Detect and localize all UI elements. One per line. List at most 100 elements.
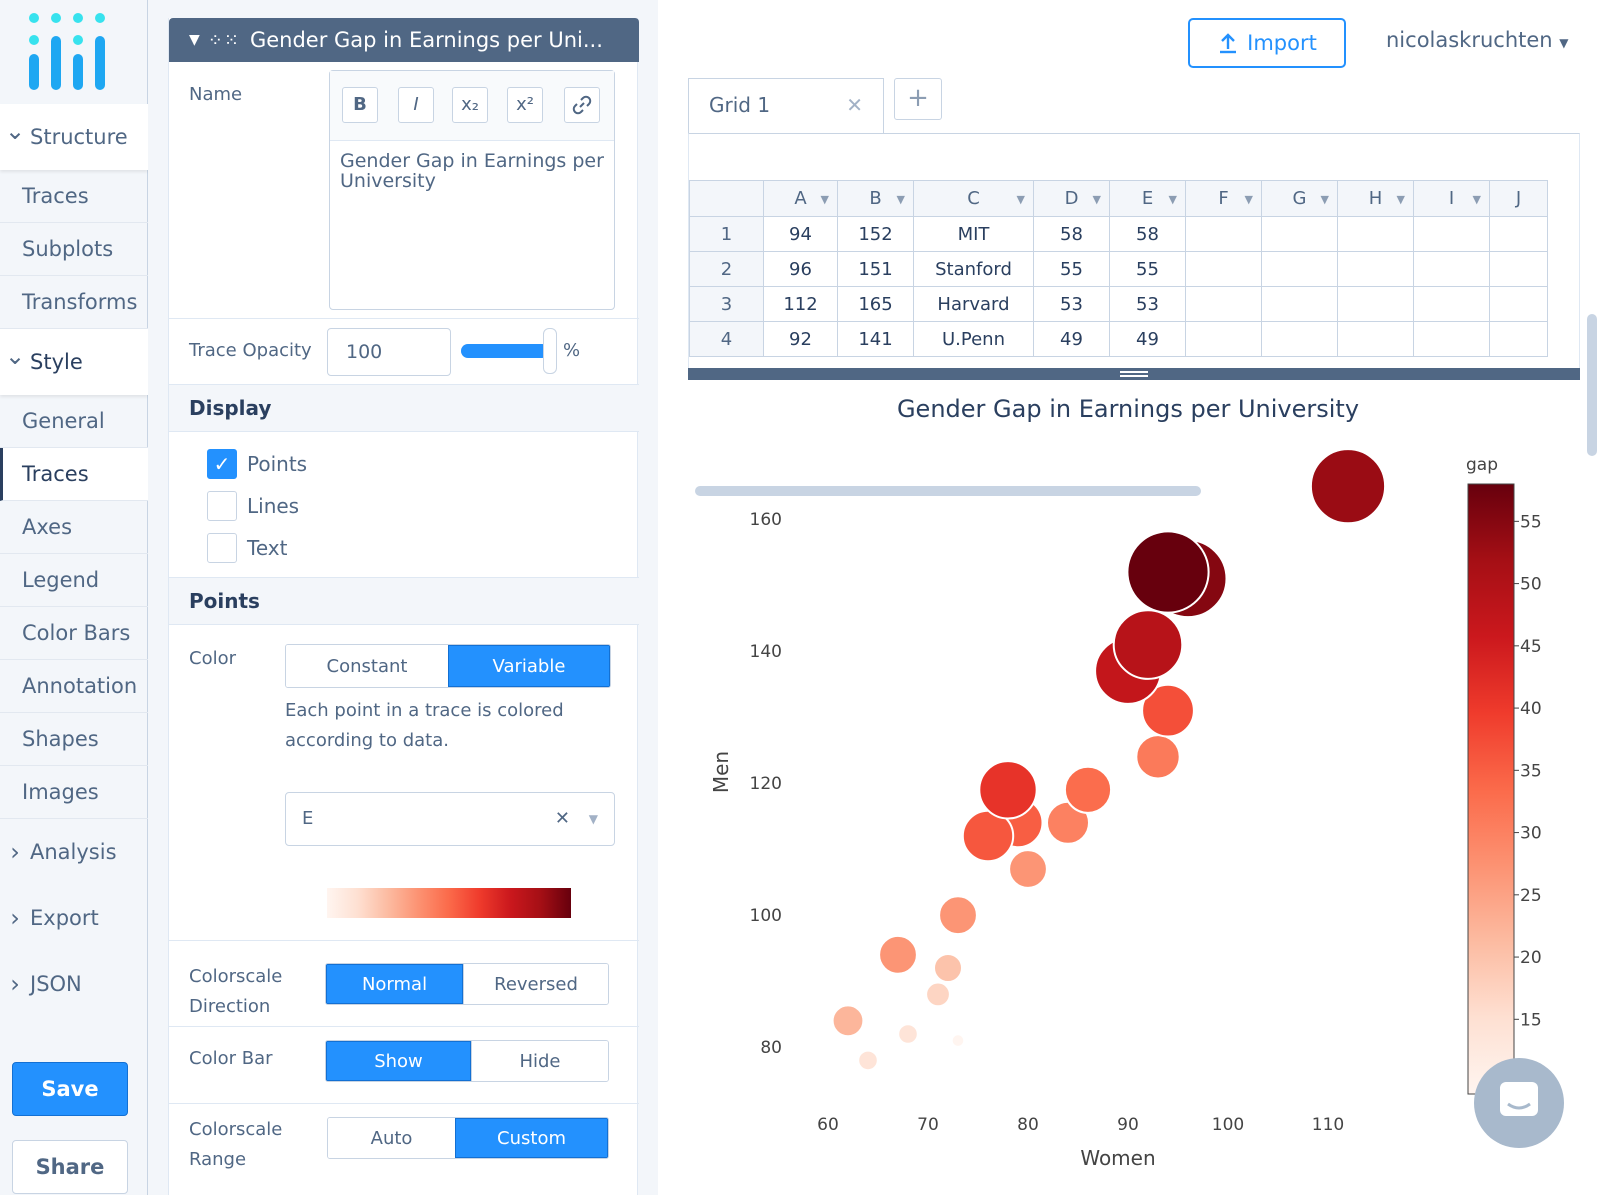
caret-down-icon[interactable]: ▼ <box>820 193 829 206</box>
grid-cell[interactable] <box>1185 286 1262 322</box>
grid-cell[interactable]: 141 <box>837 321 914 357</box>
trace-accordion-header[interactable]: ▼ ⁘⁙ Gender Gap in Earnings per Uni... <box>169 18 639 62</box>
column-header-a[interactable]: A ▼ <box>763 180 838 217</box>
grid-cell[interactable]: 53 <box>1033 286 1110 322</box>
opacity-input[interactable]: 100 <box>327 328 451 376</box>
grid-vertical-scrollbar[interactable] <box>1587 314 1597 456</box>
auto-option[interactable]: Auto <box>328 1118 456 1158</box>
grid-cell[interactable]: 55 <box>1109 251 1186 287</box>
caret-down-icon[interactable]: ▼ <box>896 193 905 206</box>
grid-cell[interactable]: 58 <box>1033 216 1110 252</box>
sidebar-item-subplots[interactable]: Subplots <box>0 223 148 276</box>
grid-cell[interactable]: Harvard <box>913 286 1034 322</box>
column-header-j[interactable]: J <box>1489 180 1548 217</box>
grid-cell[interactable]: Stanford <box>913 251 1034 287</box>
column-header-e[interactable]: E ▼ <box>1109 180 1186 217</box>
sidebar-item-traces[interactable]: Traces <box>0 448 148 501</box>
row-number[interactable]: 2 <box>689 251 764 287</box>
custom-option[interactable]: Custom <box>455 1118 608 1158</box>
text-label[interactable]: Text <box>247 536 288 560</box>
grid-cell[interactable] <box>1413 321 1490 357</box>
grid-cell[interactable]: MIT <box>913 216 1034 252</box>
caret-down-icon[interactable]: ▼ <box>1168 193 1177 206</box>
nav-group-style[interactable]: ⌄ Style <box>0 329 148 395</box>
link-button[interactable] <box>564 87 600 123</box>
sidebar-item-images[interactable]: Images <box>0 766 148 819</box>
nav-group-json[interactable]: › JSON <box>0 951 148 1017</box>
italic-button[interactable]: I <box>398 87 434 123</box>
add-grid-button[interactable]: + <box>894 78 942 120</box>
variable-option[interactable]: Variable <box>448 645 610 687</box>
user-menu[interactable]: nicolaskruchten ▼ <box>1386 28 1569 52</box>
grid-cell[interactable]: 151 <box>837 251 914 287</box>
grid-cell[interactable]: 94 <box>763 216 838 252</box>
grid-cell[interactable]: 152 <box>837 216 914 252</box>
grid-cell[interactable]: 55 <box>1033 251 1110 287</box>
name-text[interactable]: Gender Gap in Earnings per University <box>340 150 604 192</box>
text-checkbox[interactable] <box>207 533 237 563</box>
sidebar-item-legend[interactable]: Legend <box>0 554 148 607</box>
grid-cell[interactable] <box>1413 286 1490 322</box>
caret-down-icon[interactable]: ▼ <box>1092 193 1101 206</box>
colorscale-preview[interactable] <box>327 888 571 918</box>
nav-group-analysis[interactable]: › Analysis <box>0 819 148 885</box>
grid-cell[interactable]: 96 <box>763 251 838 287</box>
points-label[interactable]: Points <box>247 452 308 476</box>
grid-cell[interactable] <box>1489 286 1548 322</box>
grid-cell[interactable]: 58 <box>1109 216 1186 252</box>
points-section-title[interactable]: Points <box>169 577 639 625</box>
caret-down-icon[interactable]: ▼ <box>588 812 598 826</box>
grid-cell[interactable]: U.Penn <box>913 321 1034 357</box>
grid-cell[interactable] <box>1489 251 1548 287</box>
grid-cell[interactable] <box>1337 251 1414 287</box>
sidebar-item-shapes[interactable]: Shapes <box>0 713 148 766</box>
chat-launcher[interactable] <box>1474 1058 1564 1148</box>
points-checkbox[interactable]: ✓ <box>207 449 237 479</box>
grid-cell[interactable] <box>1337 216 1414 252</box>
sidebar-item-color-bars[interactable]: Color Bars <box>0 607 148 660</box>
nav-group-export[interactable]: › Export <box>0 885 148 951</box>
column-header-h[interactable]: H ▼ <box>1337 180 1414 217</box>
grid-cell[interactable] <box>1413 216 1490 252</box>
row-number[interactable]: 3 <box>689 286 764 322</box>
save-button[interactable]: Save <box>12 1062 128 1116</box>
grid-cell[interactable] <box>1413 251 1490 287</box>
row-number[interactable]: 1 <box>689 216 764 252</box>
opacity-slider-handle[interactable] <box>543 328 557 374</box>
caret-down-icon[interactable]: ▼ <box>1472 193 1481 206</box>
grid-cell[interactable] <box>1261 321 1338 357</box>
row-number[interactable]: 4 <box>689 321 764 357</box>
column-header-c[interactable]: C ▼ <box>913 180 1034 217</box>
close-icon[interactable]: ✕ <box>846 93 863 117</box>
nav-group-structure[interactable]: ⌄ Structure <box>0 104 148 170</box>
bold-button[interactable]: B <box>342 87 378 123</box>
tab-grid-1[interactable]: Grid 1 ✕ <box>688 78 884 134</box>
grid-cell[interactable] <box>1261 251 1338 287</box>
superscript-button[interactable]: x² <box>507 87 543 123</box>
column-header-b[interactable]: B ▼ <box>837 180 914 217</box>
sidebar-item-transforms[interactable]: Transforms <box>0 276 148 329</box>
grid-cell[interactable] <box>1489 216 1548 252</box>
color-column-select[interactable]: E ✕ ▼ <box>285 792 615 846</box>
grid-cell[interactable]: 165 <box>837 286 914 322</box>
grid-cell[interactable]: 112 <box>763 286 838 322</box>
sidebar-item-traces[interactable]: Traces <box>0 170 148 223</box>
grid-cell[interactable] <box>1185 251 1262 287</box>
share-button[interactable]: Share <box>12 1140 128 1194</box>
lines-label[interactable]: Lines <box>247 494 300 518</box>
caret-down-icon[interactable]: ▼ <box>1244 193 1253 206</box>
show-option[interactable]: Show <box>326 1041 471 1081</box>
constant-option[interactable]: Constant <box>286 645 448 687</box>
pane-splitter[interactable] <box>688 368 1580 380</box>
subscript-button[interactable]: x₂ <box>452 87 488 123</box>
grid-cell[interactable] <box>1185 321 1262 357</box>
grid-cell[interactable]: 49 <box>1033 321 1110 357</box>
caret-down-icon[interactable]: ▼ <box>1016 193 1025 206</box>
hide-option[interactable]: Hide <box>470 1041 608 1081</box>
reversed-option[interactable]: Reversed <box>463 964 608 1004</box>
name-editor[interactable]: B I x₂ x² Gender Gap in Earnings per Uni… <box>329 70 615 310</box>
column-header-f[interactable]: F ▼ <box>1185 180 1262 217</box>
caret-down-icon[interactable]: ▼ <box>1396 193 1405 206</box>
display-section-title[interactable]: Display <box>169 384 639 432</box>
column-header-d[interactable]: D ▼ <box>1033 180 1110 217</box>
